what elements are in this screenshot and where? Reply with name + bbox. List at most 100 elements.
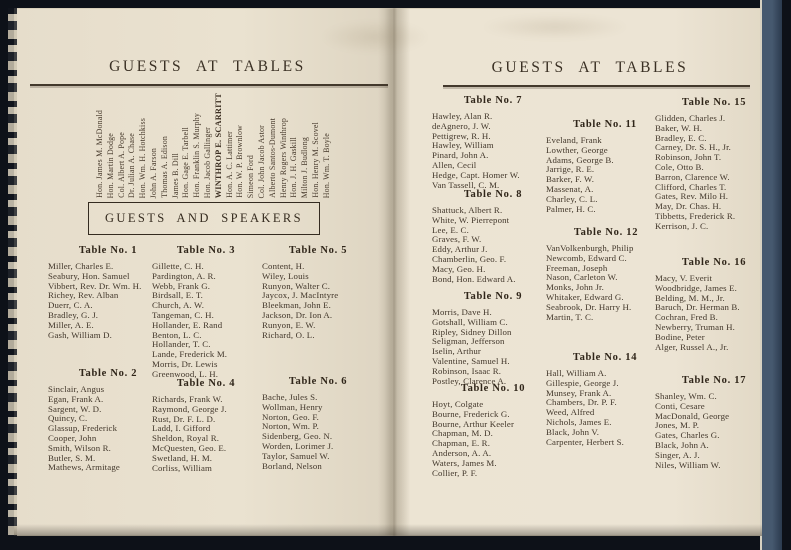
- guest-list: Glidden, Charles J. Baker, W. H. Bradley, …: [655, 113, 773, 232]
- table-6-block: Table No. 6 Bache, Jules S. Wollman, Henry…: [262, 376, 374, 471]
- guest-name: Gates, Rev. Milo H.: [655, 191, 729, 202]
- guest-name: Bache, Jules S.: [262, 392, 318, 402]
- guest-name: Seabury, Hon. Samuel: [48, 270, 130, 281]
- guest-name: Baruch, Dr. Herman B.: [655, 302, 740, 313]
- table-title: Table No. 4: [176, 378, 236, 389]
- guest-name: Lande, Frederick M.: [152, 349, 228, 360]
- guest-list: Hoyt, Colgate Bourne, Frederick G. Bourne,…: [432, 399, 554, 478]
- guest-name: Lee, E. C.: [432, 224, 469, 235]
- book-cover-edge: [760, 0, 782, 550]
- table-4-block: Table No. 4 Richards, Frank W. Raymond, Ge…: [152, 378, 260, 473]
- open-book-pages: [14, 8, 762, 536]
- guest-name: Content, H.: [262, 261, 305, 271]
- speaker-name: Dr. Julian A. Chase: [127, 133, 137, 198]
- speakers-rotated-list: Hon. James M. McDonald Hon. Martin Dodge C…: [95, 93, 331, 198]
- guest-list: Richards, Frank W. Raymond, George J. Rust…: [152, 394, 260, 473]
- speaker-name: Hon. J. H. Gaskill: [289, 137, 299, 198]
- speaker-name: James B. Dill: [170, 152, 180, 198]
- guest-name: Miller, Charles E.: [48, 261, 114, 271]
- guest-name: Bourne, Arthur Keeler: [432, 418, 515, 429]
- left-page-title: GUESTS AT TABLES: [109, 58, 306, 75]
- guest-name: Kerrison, J. C.: [655, 220, 709, 231]
- guest-name: Gash, William D.: [48, 329, 112, 340]
- table-8-block: Table No. 8 Shattuck, Albert R. White, W. …: [432, 189, 554, 284]
- guest-name: Morris, Dave H.: [432, 307, 492, 317]
- guest-list: Macy, V. Everit Woodbridge, James E. Beldi…: [655, 273, 773, 352]
- speaker-name: Hon. A. C. Lattimer: [224, 131, 234, 198]
- table-title: Table No. 17: [681, 375, 747, 386]
- guest-list: Morris, Dave H. Gotshall, William C. Riple…: [432, 307, 554, 386]
- table-15-block: Table No. 15 Glidden, Charles J. Baker, W.…: [655, 97, 773, 232]
- guest-name: Greenwood, L. H.: [152, 368, 219, 379]
- guest-name: Eveland, Frank: [546, 135, 602, 145]
- guest-name: Shanley, Wm. C.: [655, 391, 717, 401]
- guest-name: Norton, Wm. P.: [262, 421, 319, 432]
- guest-name: Shattuck, Albert R.: [432, 205, 503, 215]
- guest-name: Ladd, I. Gifford: [152, 423, 211, 434]
- guest-name: Black, John V.: [546, 426, 600, 437]
- guest-name: Postley, Clarence A.: [432, 375, 507, 386]
- guest-name: Church, A. W.: [152, 300, 205, 311]
- guest-name: Chapman, E. R.: [432, 438, 491, 449]
- guest-name: Robinson, John T.: [655, 152, 722, 163]
- guest-name: Bond, Hon. Edward A.: [432, 273, 516, 284]
- guest-name: Sinclair, Angus: [48, 384, 105, 394]
- guest-name: Weed, Alfred: [546, 407, 595, 418]
- guest-name: Sheldon, Royal R.: [152, 433, 220, 444]
- table-title: Table No. 1: [78, 245, 138, 256]
- ink-showthrough: [320, 20, 430, 54]
- speaker-name: Col. Albert A. Pope: [116, 132, 126, 198]
- guest-name: Carpenter, Herbert S.: [546, 436, 625, 447]
- guest-name: Collier, P. F.: [432, 467, 478, 478]
- guest-name: Birdsall, E. T.: [152, 290, 204, 301]
- table-2-block: Table No. 2 Sinclair, Angus Egan, Frank A.…: [48, 368, 168, 473]
- right-title-rule: [443, 85, 750, 87]
- guest-name: Worden, Lorimer J.: [262, 440, 334, 451]
- table-title: Table No. 11: [573, 119, 637, 130]
- speaker-name: John A. Farson: [148, 147, 158, 198]
- guest-name: Palmer, H. C.: [546, 203, 596, 214]
- guest-name: Wiley, Louis: [262, 270, 309, 281]
- guest-name: Swetland, H. M.: [152, 452, 213, 463]
- guest-name: Butler, S. M.: [48, 452, 96, 463]
- table-title: Table No. 5: [288, 245, 348, 256]
- guest-name: Chambers, Dr. P. F.: [546, 397, 617, 408]
- guest-name: Duerr, C. A.: [48, 300, 93, 311]
- guest-name: Bradley, E. C.: [655, 132, 707, 143]
- guest-name: Munsey, Frank A.: [546, 387, 612, 398]
- guest-name: McQuesten, Geo. E.: [152, 442, 227, 453]
- speaker-name: Hon. Wm. T. Boyle: [321, 132, 331, 198]
- guest-name: May, Dr. Chas. H.: [655, 201, 722, 212]
- speaker-name: Hon. Franklin S. Murphy: [192, 113, 202, 198]
- guest-list: Hall, William A. Gillespie, George J. Muns…: [546, 368, 664, 447]
- guest-name: Jarrige, R. E.: [546, 164, 595, 175]
- guest-name: Gotshall, William C.: [432, 316, 508, 327]
- guest-name: VanVolkenburgh, Philip: [546, 243, 634, 253]
- table-10-block: Table No. 10 Hoyt, Colgate Bourne, Frederi…: [432, 383, 554, 478]
- guest-name: Black, John A.: [655, 439, 709, 450]
- guest-name: Clifford, Charles T.: [655, 181, 727, 192]
- guest-name: Eddy, Arthur J.: [432, 244, 488, 255]
- guest-name: Jaycox, J. MacIntyre: [262, 290, 339, 301]
- guest-name: Egan, Frank A.: [48, 393, 104, 404]
- guest-name: Taylor, Samuel W.: [262, 450, 330, 461]
- table-5-block: Table No. 5 Content, H. Wiley, Louis Runyon…: [262, 245, 374, 340]
- table-title: Table No. 2: [78, 368, 138, 379]
- table-14-block: Table No. 14 Hall, William A. Gillespie, G…: [546, 352, 664, 447]
- guest-name: Newberry, Truman H.: [655, 321, 735, 332]
- speaker-name: Hon. Henry M. Scovel: [310, 122, 320, 198]
- guest-name: Vibbert, Rev. Dr. Wm. H.: [48, 280, 142, 291]
- guest-name: Robinson, Isaac R.: [432, 365, 502, 376]
- guest-name: Gates, Charles G.: [655, 430, 720, 441]
- guest-name: Carney, Dr. S. H., Jr.: [655, 142, 732, 153]
- guest-name: Quincy, C.: [48, 413, 88, 424]
- guest-name: Borland, Nelson: [262, 460, 322, 471]
- guest-name: Woodbridge, James E.: [655, 282, 737, 293]
- guest-name: MacDonald, George: [655, 410, 730, 421]
- guest-name: Gillette, C. H.: [152, 261, 204, 271]
- speaker-name: Hon. Martin Dodge: [105, 132, 115, 198]
- guest-name: Lowther, George: [546, 144, 608, 155]
- guest-name: Bourne, Frederick G.: [432, 408, 510, 419]
- speaker-name: Hon. W. P. Brownlow: [235, 125, 245, 198]
- table-1-block: Table No. 1 Miller, Charles E. Seabury, Ho…: [48, 245, 168, 340]
